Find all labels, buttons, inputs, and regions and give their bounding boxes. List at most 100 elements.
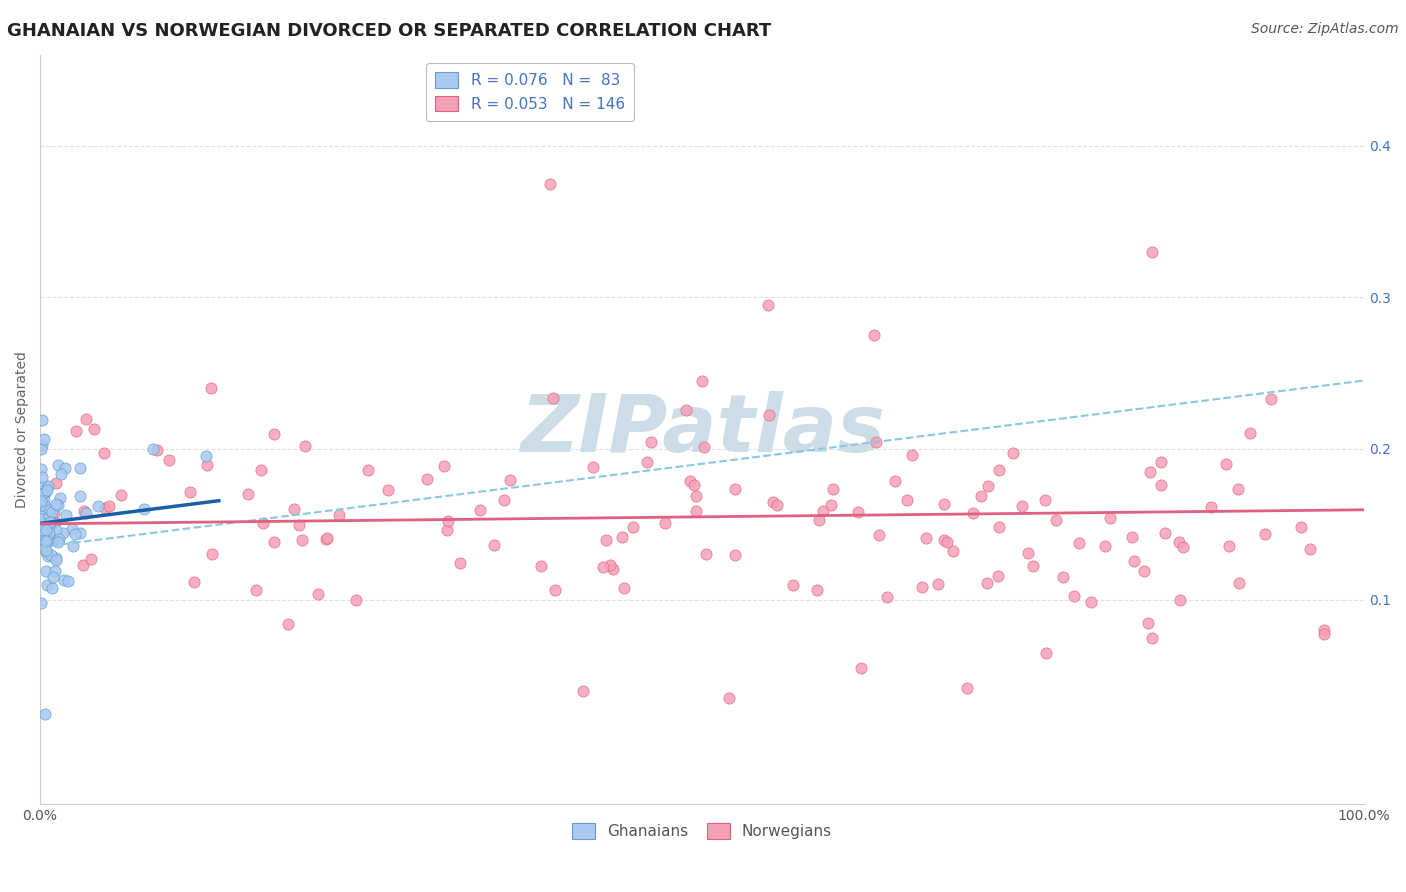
Point [48, 498, 70, 512]
Point [572, 683, 595, 698]
Point [987, 520, 1010, 534]
Point [62, 539, 84, 553]
Point [30, 505, 52, 519]
Point [41, 570, 63, 584]
Point [1098, 511, 1121, 525]
Point [195, 458, 218, 473]
Point [610, 530, 633, 544]
Point [252, 516, 274, 530]
Point [249, 463, 271, 477]
Point [582, 460, 605, 475]
Point [75, 412, 97, 426]
Point [808, 513, 831, 527]
Point [1312, 627, 1334, 641]
Point [541, 391, 564, 405]
Point [613, 581, 636, 595]
Point [433, 458, 456, 473]
Point [1239, 426, 1261, 441]
Point [75, 506, 97, 520]
Point [1227, 576, 1250, 591]
Point [98, 500, 121, 514]
Point [1173, 541, 1195, 555]
Point [294, 439, 316, 453]
Point [1260, 392, 1282, 406]
Y-axis label: Divorced or Separated: Divorced or Separated [15, 351, 30, 508]
Point [38, 515, 60, 529]
Text: ZIPatlas: ZIPatlas [520, 391, 884, 468]
Point [915, 532, 938, 546]
Point [53, 461, 76, 475]
Point [45, 523, 67, 537]
Point [932, 533, 955, 547]
Point [811, 504, 834, 518]
Legend: Ghanaians, Norwegians: Ghanaians, Norwegians [567, 817, 838, 846]
Point [357, 463, 380, 477]
Point [34, 519, 56, 533]
Point [1002, 445, 1025, 459]
Point [31, 521, 53, 535]
Point [883, 475, 905, 489]
Point [60, 522, 83, 536]
Point [37, 533, 59, 547]
Point [377, 483, 399, 497]
Point [766, 499, 789, 513]
Point [1063, 589, 1085, 603]
Point [31, 412, 53, 426]
Point [482, 538, 505, 552]
Point [37, 527, 59, 541]
Point [1067, 535, 1090, 549]
Point [291, 533, 314, 547]
Point [83, 422, 105, 436]
Point [37, 479, 59, 493]
Point [31, 438, 53, 452]
Point [1045, 513, 1067, 527]
Point [1168, 593, 1191, 607]
Point [56, 574, 79, 589]
Point [468, 503, 491, 517]
Point [48, 532, 70, 546]
Point [94, 501, 117, 516]
Point [30, 526, 52, 541]
Point [110, 488, 132, 502]
Point [530, 559, 553, 574]
Point [685, 504, 707, 518]
Point [45, 550, 67, 565]
Point [1150, 455, 1173, 469]
Point [31, 487, 53, 501]
Point [65, 425, 87, 439]
Point [263, 535, 285, 549]
Point [41, 531, 63, 545]
Point [30, 596, 52, 610]
Point [695, 547, 717, 561]
Point [44, 564, 66, 578]
Point [69, 460, 91, 475]
Point [863, 328, 886, 343]
Point [245, 583, 267, 598]
Point [846, 505, 869, 519]
Point [39, 516, 62, 531]
Point [30, 442, 52, 457]
Point [32, 492, 55, 507]
Point [38, 518, 60, 533]
Point [200, 381, 222, 395]
Point [277, 617, 299, 632]
Point [49, 467, 72, 481]
Point [328, 508, 350, 522]
Point [31, 528, 53, 542]
Point [544, 583, 567, 598]
Point [934, 497, 956, 511]
Text: GHANAIAN VS NORWEGIAN DIVORCED OR SEPARATED CORRELATION CHART: GHANAIAN VS NORWEGIAN DIVORCED OR SEPARA… [7, 22, 772, 40]
Point [34, 507, 56, 521]
Point [72, 558, 94, 572]
Point [1132, 564, 1154, 578]
Point [436, 523, 458, 537]
Point [1137, 616, 1160, 631]
Point [31, 523, 53, 537]
Point [956, 681, 979, 695]
Point [32, 525, 55, 540]
Point [976, 576, 998, 591]
Point [1299, 541, 1322, 556]
Point [35, 545, 58, 559]
Point [315, 532, 337, 546]
Point [32, 486, 55, 500]
